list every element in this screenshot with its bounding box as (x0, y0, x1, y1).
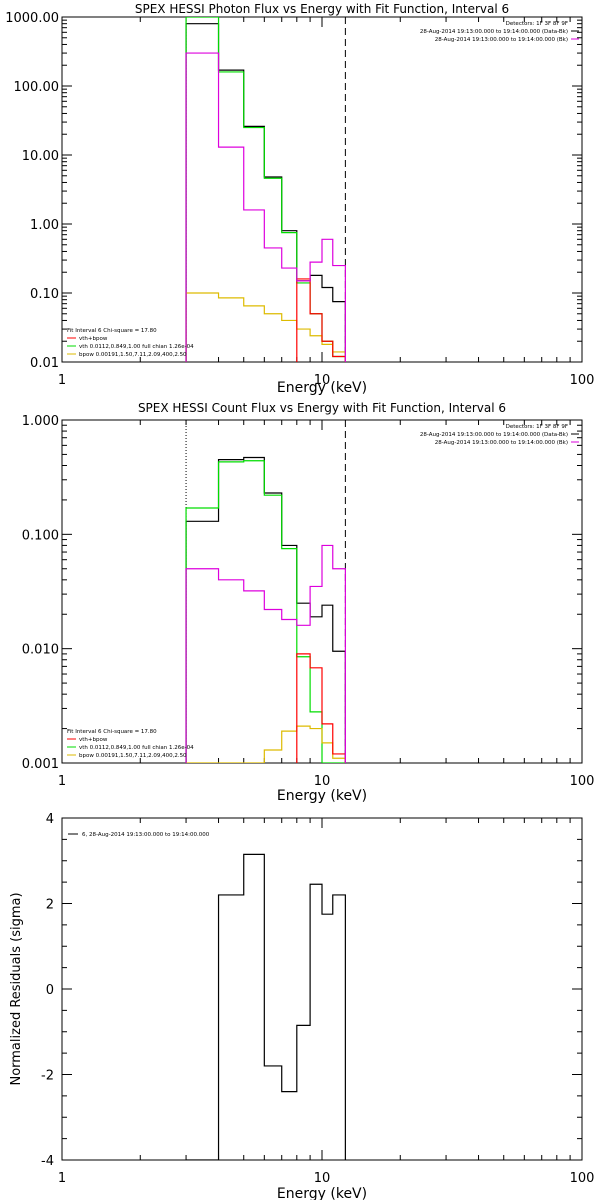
chart-title: SPEX HESSI Photon Flux vs Energy with Fi… (135, 2, 509, 16)
legend-entry: vth+bpow (79, 737, 108, 743)
legend-entry: Detectors: 1F 3F 8F 9F (506, 424, 568, 430)
x-axis: 1 10 100 (58, 818, 595, 1186)
x-axis-label: Energy (keV) (277, 1186, 367, 1200)
y-tick-label: 0 (46, 983, 54, 998)
series-bk (185, 544, 346, 763)
series-data-bk (296, 278, 346, 362)
y-axis: 0.001 0.010 0.100 1.000 (22, 414, 582, 772)
legend-entry: Detectors: 1F 3F 8F 9F (506, 21, 568, 27)
legend-top-right: Detectors: 1F 3F 8F 9F 28-Aug-2014 19:13:… (420, 424, 579, 446)
series-6-28-aug-2014-19-13-00-000-to-19-14-00-000 (186, 853, 346, 1160)
legend-entry: 28-Aug-2014 19:13:00.000 to 19:14:00.000… (435, 440, 568, 446)
y-tick-label: 2 (46, 898, 54, 913)
plot-frame (61, 16, 583, 363)
x-axis: 1 10 100 (58, 420, 595, 789)
chart-panel-3: 1 10 100 Energy (keV) -4 -2 0 2 4 Normalized Resi… (9, 812, 595, 1202)
x-tick-label: 100 (570, 774, 595, 789)
series-group (185, 456, 346, 763)
y-tick-label: 100.00 (14, 80, 60, 95)
y-tick-label: 0.01 (30, 356, 59, 371)
series-group (185, 17, 346, 362)
legend-entry: bpow 0.00191,1.50,7.11,2.09,400,2.50 (79, 753, 187, 759)
y-tick-label: 0.100 (22, 528, 59, 543)
x-axis-label: Energy (keV) (277, 380, 367, 396)
plot-frame (61, 817, 583, 1161)
legend-entry: Fit Interval 6 Chi-square = 17.80 (67, 328, 157, 334)
y-tick-label: 1000.00 (5, 11, 59, 26)
chart-title: SPEX HESSI Count Flux vs Energy with Fit… (138, 401, 506, 415)
legend-entry: vth+bpow (79, 336, 108, 342)
y-axis-label: Normalized Residuals (sigma) (9, 892, 24, 1085)
y-tick-label: 0.010 (22, 643, 59, 658)
legend-bottom-left: Fit Interval 6 Chi-square = 17.80 vth+bpo… (67, 729, 194, 759)
x-axis-label: Energy (keV) (277, 788, 367, 804)
x-tick-label: 1 (58, 373, 66, 388)
y-tick-label: -4 (41, 1154, 54, 1169)
legend-entry: 6, 28-Aug-2014 19:13:00.000 to 19:14:00.… (82, 832, 210, 838)
y-tick-label: 0.001 (22, 757, 59, 772)
y-axis: 0.01 0.10 1.00 10.00 100.00 1000.00 (5, 11, 582, 371)
legend-top-left: 6, 28-Aug-2014 19:13:00.000 to 19:14:00.… (68, 832, 210, 838)
x-tick-label: 100 (570, 373, 595, 388)
legend-top-right: Detectors: 1F 3F 8F 9F 28-Aug-2014 19:13:… (420, 21, 579, 43)
legend-entry: 28-Aug-2014 19:13:00.000 to 19:14:00.000… (420, 29, 568, 35)
legend-entry: 28-Aug-2014 19:13:00.000 to 19:14:00.000… (420, 432, 568, 438)
y-tick-label: 4 (46, 812, 54, 827)
legend-bottom-left: Fit Interval 6 Chi-square = 17.80 vth+bpo… (67, 328, 194, 358)
legend-entry: 28-Aug-2014 19:13:00.000 to 19:14:00.000… (435, 37, 568, 43)
series-bk (185, 52, 346, 362)
x-tick-label: 1 (58, 1171, 66, 1186)
x-tick-label: 100 (570, 1171, 595, 1186)
legend-entry: Fit Interval 6 Chi-square = 17.80 (67, 729, 157, 735)
y-tick-label: 1.00 (30, 218, 59, 233)
chart-panel-1: SPEX HESSI Photon Flux vs Energy with Fi… (5, 2, 594, 396)
x-tick-label: 10 (314, 774, 331, 789)
legend-entry: vth 0.0112,0.849,1.00 full chian 1.26e-0… (79, 344, 194, 350)
x-tick-label: 10 (314, 373, 331, 388)
y-tick-label: -2 (41, 1069, 54, 1084)
y-tick-label: 1.000 (22, 414, 59, 429)
series-vth-bpow (185, 456, 346, 763)
series-vth-bpow (185, 23, 346, 362)
legend-entry: vth 0.0112,0.849,1.00 full chian 1.26e-0… (79, 745, 194, 751)
y-tick-label: 0.10 (30, 287, 59, 302)
x-tick-label: 1 (58, 774, 66, 789)
legend-entry: bpow 0.00191,1.50,7.11,2.09,400,2.50 (79, 352, 187, 358)
series-vth (185, 17, 346, 362)
x-tick-label: 10 (314, 1171, 331, 1186)
series-group (186, 853, 346, 1160)
y-tick-label: 10.00 (22, 149, 59, 164)
series-bpow (185, 292, 346, 362)
series-data-bk (296, 653, 346, 763)
chart-panel-2: SPEX HESSI Count Flux vs Energy with Fit… (22, 401, 595, 804)
y-axis: -4 -2 0 2 4 (41, 812, 582, 1169)
